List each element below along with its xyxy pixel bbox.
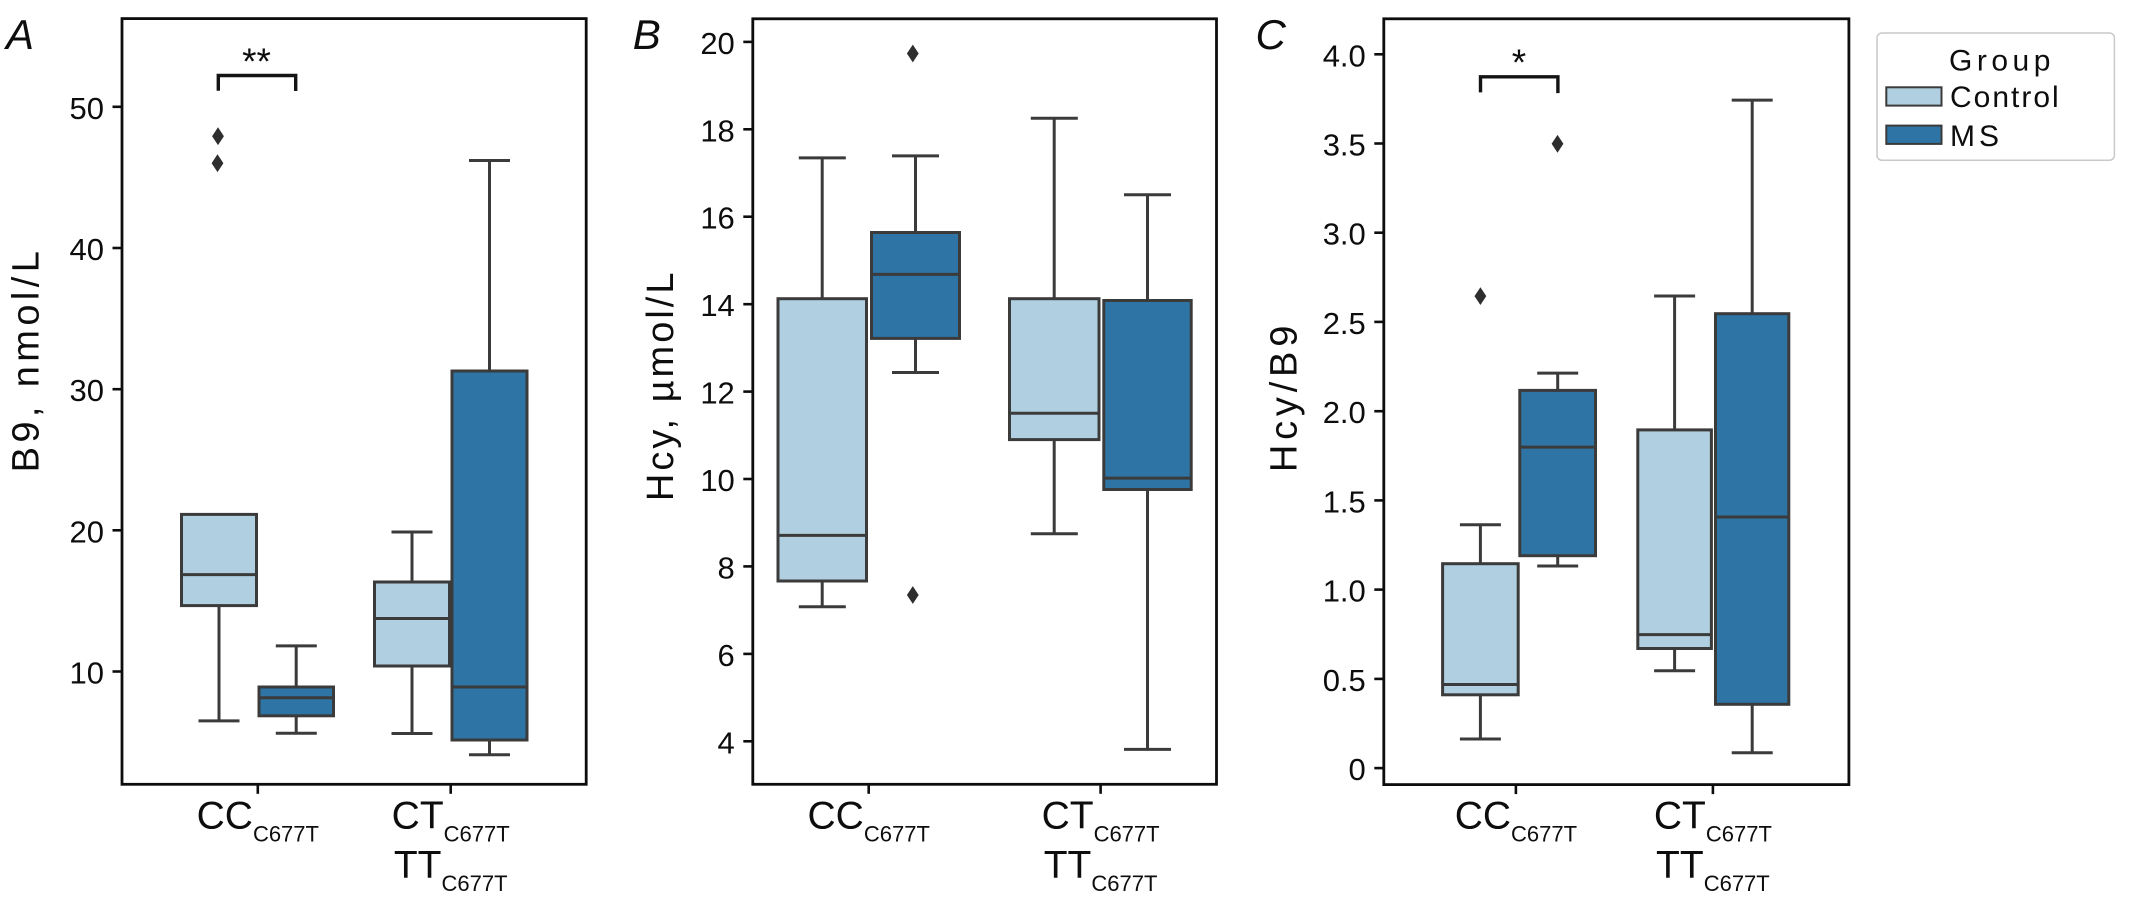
svg-text:16: 16 — [700, 201, 734, 236]
svg-text:18: 18 — [700, 113, 734, 148]
svg-text:20: 20 — [700, 26, 734, 61]
svg-text:B9, nmol/L: B9, nmol/L — [6, 247, 48, 473]
svg-text:1.0: 1.0 — [1323, 574, 1366, 609]
svg-text:3.5: 3.5 — [1323, 128, 1366, 163]
svg-text:30: 30 — [70, 373, 104, 408]
svg-text:40: 40 — [70, 232, 104, 267]
svg-text:1.5: 1.5 — [1323, 484, 1366, 519]
svg-text:C: C — [1256, 11, 1287, 58]
svg-text:**: ** — [242, 41, 271, 82]
svg-text:B: B — [633, 11, 661, 58]
svg-text:2.5: 2.5 — [1323, 306, 1366, 341]
svg-text:Hcy/B9: Hcy/B9 — [1264, 321, 1306, 472]
svg-text:4: 4 — [718, 725, 735, 760]
svg-text:3.0: 3.0 — [1323, 217, 1366, 252]
svg-text:8: 8 — [718, 550, 735, 585]
svg-text:A: A — [3, 11, 34, 58]
svg-text:Control: Control — [1950, 81, 2061, 114]
svg-text:0.5: 0.5 — [1323, 663, 1366, 698]
svg-text:10: 10 — [700, 463, 734, 498]
svg-text:*: * — [1512, 42, 1526, 83]
svg-text:2.0: 2.0 — [1323, 395, 1366, 430]
svg-text:50: 50 — [70, 91, 104, 126]
svg-text:4.0: 4.0 — [1323, 38, 1366, 73]
svg-text:20: 20 — [70, 514, 104, 549]
svg-text:Group: Group — [1949, 45, 2055, 78]
svg-text:6: 6 — [718, 638, 735, 673]
svg-text:12: 12 — [700, 376, 734, 411]
svg-text:14: 14 — [700, 288, 734, 323]
svg-text:0: 0 — [1349, 752, 1366, 787]
svg-text:10: 10 — [70, 656, 104, 691]
svg-text:MS: MS — [1950, 120, 2003, 153]
svg-text:Hcy, µmol/L: Hcy, µmol/L — [640, 270, 682, 502]
